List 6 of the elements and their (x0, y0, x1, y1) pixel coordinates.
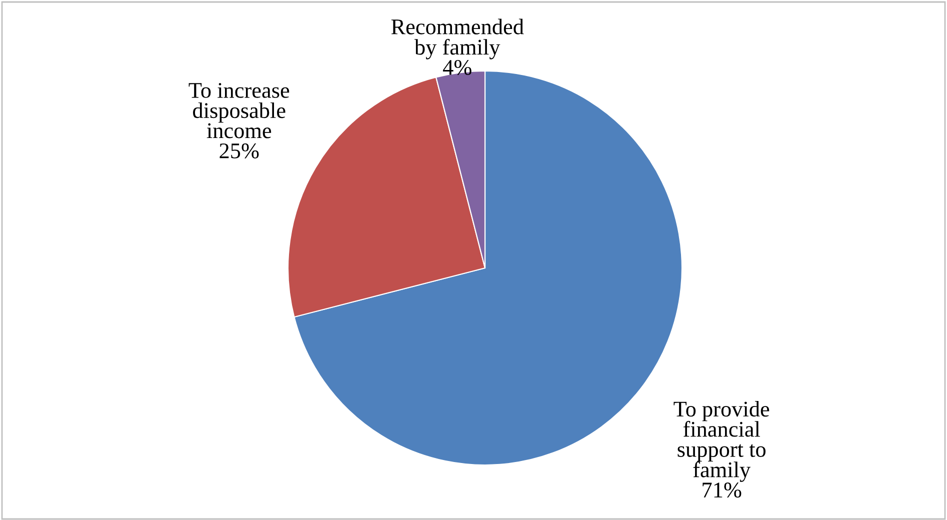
slice-label: To provide financial support to family (674, 401, 770, 482)
slice-label: Recommended by family (391, 18, 524, 60)
data-label: 71% (702, 482, 742, 498)
data-label: 25% (220, 143, 259, 158)
slice-label: To increase disposable income (188, 82, 290, 138)
data-label: 4% (442, 60, 472, 76)
